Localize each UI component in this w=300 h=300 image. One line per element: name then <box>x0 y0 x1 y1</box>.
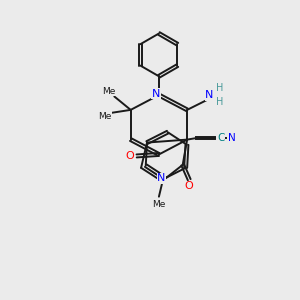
Text: O: O <box>126 151 134 161</box>
Text: O: O <box>185 181 194 191</box>
Text: N: N <box>228 133 236 143</box>
Text: Me: Me <box>98 112 111 121</box>
Text: N: N <box>157 173 166 183</box>
Text: C: C <box>217 133 224 143</box>
Text: Me: Me <box>103 87 116 96</box>
Text: H: H <box>216 98 224 107</box>
Text: N: N <box>152 88 160 98</box>
Text: Me: Me <box>152 200 166 209</box>
Text: N: N <box>205 90 214 100</box>
Text: H: H <box>216 82 224 93</box>
